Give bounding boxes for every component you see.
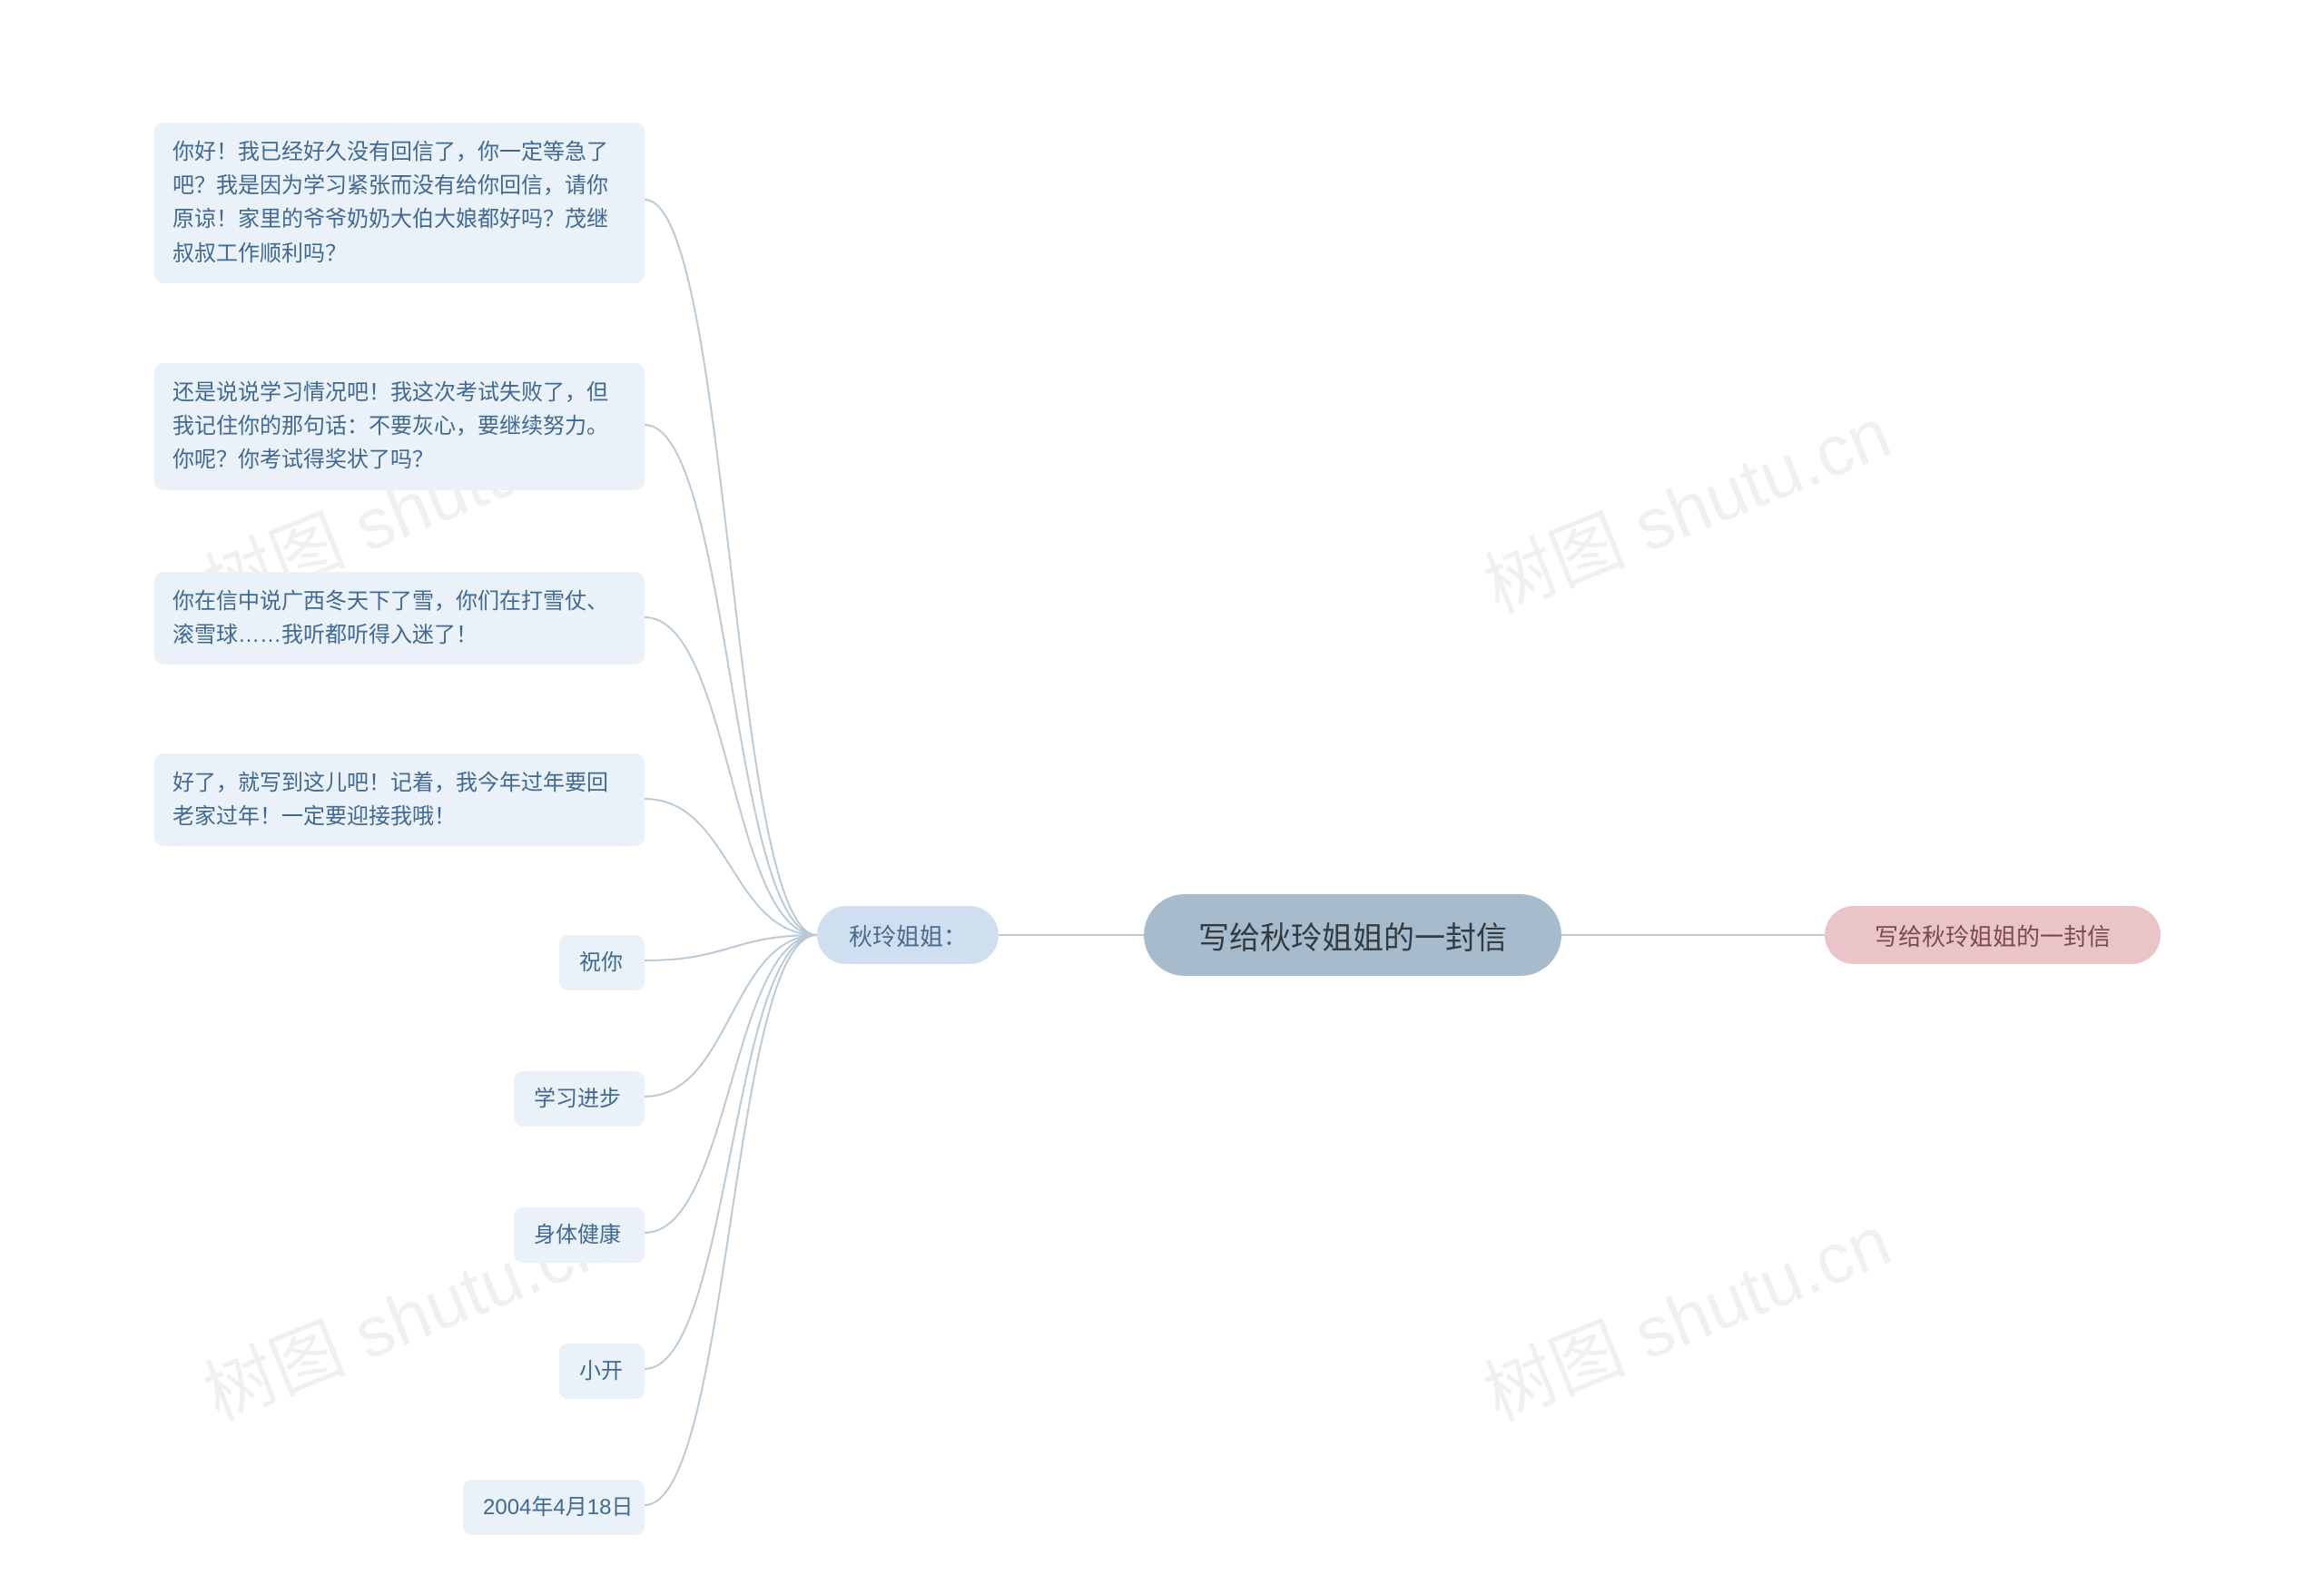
watermark: 树图 shutu.cn [1467, 378, 1903, 633]
mindmap-edge [645, 200, 817, 935]
mindmap-edge [645, 617, 817, 935]
mindmap-branch-node[interactable]: 写给秋玲姐姐的一封信 [1825, 906, 2161, 964]
mindmap-leaf-node[interactable]: 学习进步 [514, 1071, 645, 1127]
mindmap-leaf-node[interactable]: 好了，就写到这儿吧！记着，我今年过年要回老家过年！一定要迎接我哦！ [154, 753, 645, 846]
mindmap-edge [645, 935, 817, 1097]
mindmap-leaf-node[interactable]: 你好！我已经好久没有回信了，你一定等急了吧？我是因为学习紧张而没有给你回信，请你… [154, 123, 645, 283]
mindmap-leaf-node[interactable]: 你在信中说广西冬天下了雪，你们在打雪仗、滚雪球……我听都听得入迷了！ [154, 572, 645, 664]
mindmap-leaf-node[interactable]: 身体健康 [514, 1207, 645, 1263]
mindmap-edge [645, 935, 817, 1369]
mindmap-leaf-node[interactable]: 小开 [559, 1344, 645, 1399]
mindmap-root-node[interactable]: 写给秋玲姐姐的一封信 [1144, 894, 1561, 976]
mindmap-edge [645, 935, 817, 1505]
watermark: 树图 shutu.cn [1467, 1186, 1903, 1441]
mindmap-leaf-node[interactable]: 祝你 [559, 935, 645, 990]
mindmap-edge [645, 425, 817, 935]
mindmap-branch-node[interactable]: 秋玲姐姐： [817, 906, 999, 964]
mindmap-edge [645, 935, 817, 1233]
mindmap-leaf-node[interactable]: 2004年4月18日 [463, 1480, 645, 1535]
mindmap-edge [645, 799, 817, 935]
mindmap-edge [645, 935, 817, 960]
mindmap-leaf-node[interactable]: 还是说说学习情况吧！我这次考试失败了，但我记住你的那句话：不要灰心，要继续努力。… [154, 363, 645, 490]
